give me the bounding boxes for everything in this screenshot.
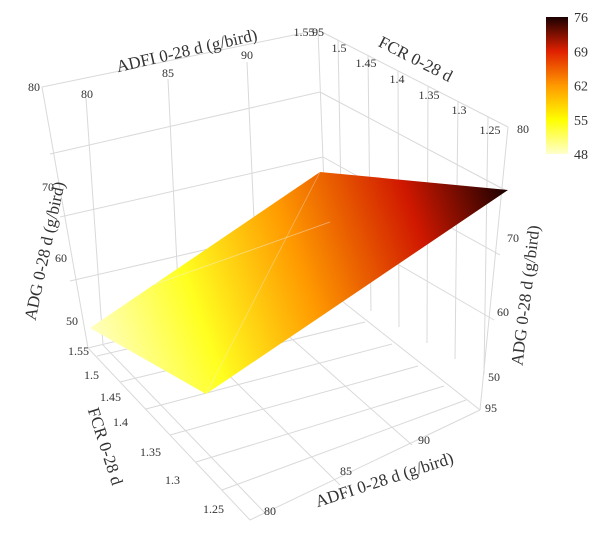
- grid-line: [41, 86, 89, 349]
- grid-line: [319, 91, 506, 191]
- tick-label-fcr-bottom: 1.4: [113, 415, 128, 429]
- tick-label-fcr-bottom: 1.45: [100, 390, 121, 404]
- tick-label-adg-right: 70: [507, 231, 519, 245]
- tick-label-fcr-top: 1.45: [356, 56, 377, 70]
- tick-label-adfi-top: 90: [241, 48, 253, 62]
- tick-label-adg-right: 80: [517, 122, 529, 136]
- grid-line: [169, 365, 419, 436]
- tick-label-fcr-top: 1.25: [480, 123, 501, 137]
- tick-label-fcr-top: 1.55: [294, 25, 315, 39]
- tick-label-fcr-bottom: 1.35: [140, 445, 161, 459]
- grid-line: [49, 91, 321, 155]
- colorbar: 48 55 62 69 76: [546, 11, 588, 163]
- surface-grid-line: [149, 221, 331, 287]
- tick-label-adg-left: 70: [42, 180, 54, 194]
- grid-line: [102, 344, 267, 515]
- tick-label-adg-left: 50: [66, 314, 78, 328]
- tick-label-adfi-bottom: 95: [485, 401, 497, 415]
- tick-label-fcr-bottom: 1.55: [68, 344, 89, 358]
- grid-line: [85, 97, 104, 346]
- tick-label-fcr-top: 1.35: [419, 88, 440, 102]
- tick-label-fcr-bottom: 1.3: [165, 473, 180, 487]
- tick-label-fcr-bottom: 1.5: [84, 368, 99, 382]
- tick-label-adg-right: 50: [488, 370, 500, 384]
- colorbar-tick-label: 55: [574, 114, 588, 129]
- tick-label-adfi-top: 85: [162, 66, 174, 80]
- grid-line: [87, 347, 251, 521]
- tick-label-adfi-bottom: 90: [418, 433, 430, 447]
- colorbar-tick-label: 76: [574, 11, 588, 26]
- tick-label-adg-right: 60: [497, 305, 509, 319]
- surface-grid-line: [205, 171, 321, 395]
- tick-label-fcr-top: 1.5: [332, 41, 347, 55]
- tick-label-adg-left: 60: [55, 251, 67, 265]
- tick-label-adfi-top: 95: [312, 25, 324, 39]
- colorbar-ticks: 48 55 62 69 76: [574, 11, 588, 163]
- colorbar-tick-label: 69: [574, 45, 588, 60]
- tick-label-fcr-top: 1.4: [390, 72, 405, 86]
- tick-label-fcr-top: 1.3: [452, 103, 467, 117]
- tick-label-adfi-bottom: 80: [264, 504, 276, 518]
- grid-line: [327, 289, 481, 411]
- tick-labels: 80 85 90 95 1.55 1.5 1.45 1.4 1.35 1.3 1…: [28, 25, 529, 518]
- grid-line: [454, 101, 459, 360]
- grid-line: [41, 29, 319, 88]
- grid-line: [483, 116, 489, 375]
- tick-label-fcr-bottom: 1.25: [203, 502, 224, 516]
- tick-label-adg-left: 80: [28, 80, 40, 94]
- grid-line: [59, 156, 324, 218]
- axis-title-adg-right: ADG 0-28 d (g/bird): [508, 224, 544, 366]
- axis-title-adfi-top: ADFI 0-28 d (g/bird): [114, 25, 259, 76]
- tick-label-adfi-top: 80: [81, 87, 93, 101]
- colorbar-gradient: [546, 17, 568, 154]
- grid-line: [317, 29, 509, 128]
- tick-label-adfi-bottom: 85: [340, 464, 352, 478]
- grid-line: [249, 409, 481, 521]
- response-surface: [90, 172, 508, 394]
- axis-title-fcr-top: FCR 0-28 d: [375, 32, 456, 86]
- grid-line: [221, 399, 467, 491]
- grid-line: [195, 385, 445, 463]
- colorbar-tick-label: 48: [574, 148, 588, 163]
- colorbar-tick-label: 62: [574, 80, 588, 95]
- grid-line: [145, 343, 393, 410]
